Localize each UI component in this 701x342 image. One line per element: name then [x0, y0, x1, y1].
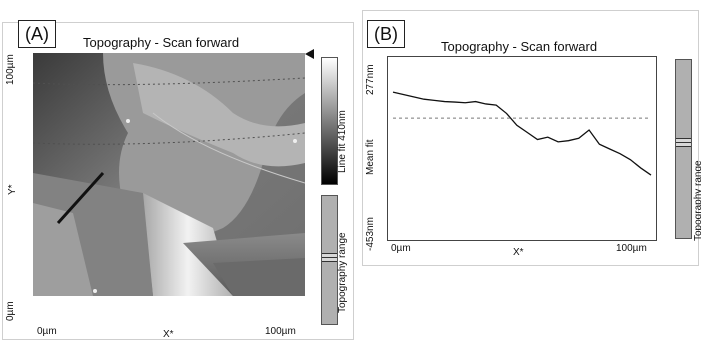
range-handle[interactable] [322, 253, 337, 262]
panel-b-x-right-tick: 100µm [616, 243, 647, 254]
panel-a-title: Topography - Scan forward [83, 35, 240, 50]
topography-scan-image [33, 53, 305, 296]
panel-a-x-left-tick: 0µm [37, 326, 57, 337]
plot-frame [387, 56, 657, 241]
panel-b-y-bottom-tick: -453nm [365, 217, 376, 251]
topography-range-slider[interactable] [321, 195, 338, 325]
topography-range-slider-b[interactable] [675, 59, 692, 239]
line-profile-chart [387, 56, 657, 241]
panel-a-label: (A) [18, 20, 56, 48]
panel-b-x-label: X* [513, 247, 524, 258]
scan-direction-arrow-icon [305, 49, 314, 59]
panel-a-y-label: Y* [7, 184, 18, 195]
panel-a-x-right-tick: 100µm [265, 326, 296, 337]
panel-a-y-bottom-tick: 0µm [5, 301, 16, 321]
colorbar-label: Line fit 410nm [337, 110, 348, 173]
panel-b-title: Topography - Scan forward [441, 39, 598, 54]
panel-b-y-label: Mean fit [365, 139, 376, 175]
colorbar [321, 57, 338, 185]
range-label-a: Topography range [337, 232, 348, 313]
panel-b-x-left-tick: 0µm [391, 243, 411, 254]
panel-a-x-label: X* [163, 329, 174, 340]
range-handle-b[interactable] [676, 138, 691, 147]
panel-b: Topography - Scan forward 277nm Mean fit… [362, 10, 701, 266]
panel-a: Topography - Scan forward 100µm Y* 0µm [2, 22, 354, 340]
height-profile-line [392, 91, 652, 176]
panel-a-y-top-tick: 100µm [5, 54, 16, 85]
panel-b-label: (B) [367, 20, 405, 48]
range-label-b: Topography range [693, 160, 701, 241]
panel-b-y-top-tick: 277nm [365, 64, 376, 95]
